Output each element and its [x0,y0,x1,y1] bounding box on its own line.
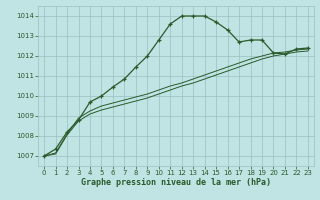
X-axis label: Graphe pression niveau de la mer (hPa): Graphe pression niveau de la mer (hPa) [81,178,271,187]
